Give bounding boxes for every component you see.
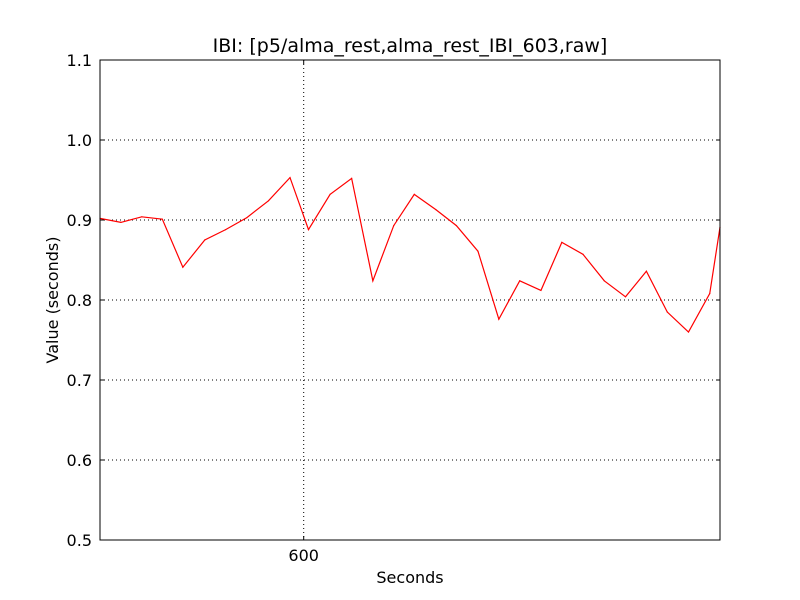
- grid-lines: [100, 60, 720, 540]
- data-point: [435, 209, 437, 211]
- data-point: [498, 318, 500, 320]
- y-tick-label: 0.5: [67, 531, 92, 550]
- data-point: [246, 217, 248, 219]
- data-point: [161, 218, 163, 220]
- y-tick-label: 1.1: [67, 51, 92, 70]
- x-tick-label: 600: [288, 546, 319, 565]
- data-point: [289, 177, 291, 179]
- data-point: [582, 253, 584, 255]
- series-line: [99, 176, 721, 333]
- data-point: [519, 280, 521, 282]
- chart-title: IBI: [p5/alma_rest,alma_rest_IBI_603,raw…: [213, 35, 608, 57]
- data-point: [372, 280, 374, 282]
- data-point: [351, 177, 353, 179]
- data-point: [603, 280, 605, 282]
- y-tick-label: 0.9: [67, 211, 92, 230]
- y-tick-label: 0.6: [67, 451, 92, 470]
- x-axis-label: Seconds: [376, 568, 443, 587]
- data-point: [307, 229, 310, 231]
- y-tick-label: 1.0: [67, 131, 92, 150]
- data-point: [329, 193, 331, 195]
- data-point: [413, 193, 415, 195]
- data-point: [267, 200, 270, 202]
- data-point: [141, 216, 143, 218]
- data-point: [666, 311, 668, 313]
- data-point: [477, 250, 479, 252]
- data-point: [624, 296, 627, 298]
- y-tick-label: 0.7: [67, 371, 92, 390]
- data-point: [561, 241, 563, 243]
- data-point: [645, 270, 647, 272]
- data-point: [687, 331, 690, 333]
- data-point: [709, 293, 711, 295]
- axis-ticks: 0.5 0.6 0.7 0.8 0.9 1.0 1.1 600: [67, 51, 720, 565]
- y-tick-label: 0.8: [67, 291, 92, 310]
- data-point: [393, 225, 395, 227]
- plot-series: [99, 176, 721, 333]
- data-point: [204, 239, 206, 241]
- data-point: [182, 266, 184, 268]
- y-axis-label: Value (seconds): [43, 237, 62, 364]
- data-point: [540, 289, 542, 291]
- data-point: [225, 229, 227, 231]
- data-point: [455, 225, 457, 227]
- data-point: [120, 221, 122, 223]
